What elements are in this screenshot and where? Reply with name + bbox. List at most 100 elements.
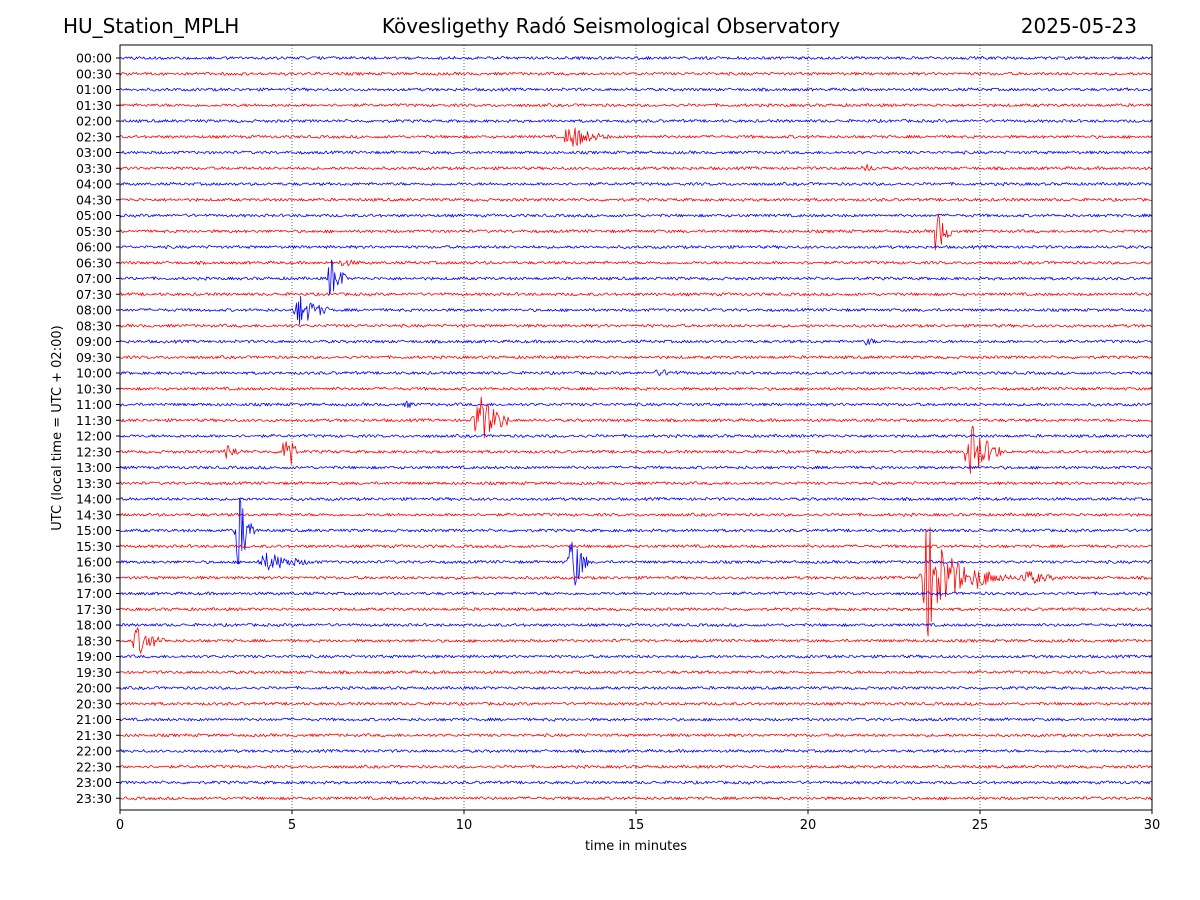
x-axis-label: time in minutes — [585, 839, 687, 854]
x-tick-label: 15 — [628, 818, 645, 833]
y-tick-label: 02:00 — [76, 114, 112, 129]
trace-0300 — [119, 150, 1153, 155]
y-tick-label: 01:00 — [76, 82, 112, 97]
trace-0330 — [119, 163, 1153, 172]
trace-2030 — [119, 701, 1152, 706]
x-tick-label: 0 — [116, 818, 124, 833]
y-tick-label: 22:00 — [76, 744, 112, 759]
trace-1230 — [119, 425, 1153, 474]
y-tick-label: 03:30 — [76, 161, 112, 176]
chart-title: Kövesligethy Radó Seismological Observat… — [381, 14, 841, 38]
y-tick-label: 11:30 — [76, 413, 112, 428]
y-tick-label: 04:00 — [76, 177, 112, 192]
trace-layer — [119, 55, 1153, 801]
y-tick-label: 08:00 — [76, 303, 112, 318]
trace-0430 — [119, 197, 1153, 202]
trace-1930 — [119, 670, 1153, 675]
y-tick-label: 12:30 — [76, 444, 112, 459]
trace-0700 — [120, 259, 1153, 296]
x-tick-label: 5 — [288, 818, 296, 833]
trace-1400 — [119, 497, 1153, 502]
y-tick-label: 19:00 — [76, 649, 112, 664]
y-tick-label: 02:30 — [76, 129, 112, 144]
trace-1600 — [119, 541, 1153, 586]
trace-0000 — [119, 55, 1153, 61]
y-tick-label: 22:30 — [76, 759, 112, 774]
y-tick-label: 15:30 — [76, 539, 112, 554]
y-tick-label: 00:00 — [76, 51, 112, 66]
trace-1000 — [119, 369, 1153, 377]
y-tick-label: 09:30 — [76, 350, 112, 365]
y-tick-label: 09:00 — [76, 334, 112, 349]
trace-2100 — [119, 717, 1153, 722]
x-tick-label: 10 — [456, 818, 473, 833]
y-tick-label: 23:30 — [76, 791, 112, 806]
trace-0630 — [119, 259, 1153, 267]
trace-1830 — [119, 627, 1153, 654]
y-tick-label: 05:00 — [76, 208, 112, 223]
trace-1900 — [119, 654, 1153, 659]
y-tick-label: 13:00 — [76, 460, 112, 475]
trace-0200 — [119, 119, 1153, 123]
y-tick-label: 17:00 — [76, 586, 112, 601]
y-tick-label: 18:30 — [76, 633, 112, 648]
y-tick-label: 15:00 — [76, 523, 112, 538]
y-tick-label: 11:00 — [76, 397, 112, 412]
y-tick-label: 04:30 — [76, 192, 112, 207]
y-tick-label: 17:30 — [76, 602, 112, 617]
trace-1330 — [119, 481, 1153, 486]
y-tick-label: 16:00 — [76, 555, 112, 570]
grid-lines — [291, 45, 981, 810]
y-tick-label: 01:30 — [76, 98, 112, 113]
y-tick-label: 18:00 — [76, 618, 112, 633]
trace-1530 — [119, 544, 1153, 549]
trace-0500 — [119, 213, 1153, 218]
trace-0130 — [119, 103, 1153, 108]
trace-0800 — [120, 295, 1153, 325]
y-tick-label: 14:30 — [76, 507, 112, 522]
trace-0600 — [119, 245, 1153, 250]
axis-layer: 0 5 10 15 20 25 30 00:0000:3001:0001:3002:0002:… — [76, 51, 1160, 834]
trace-0930 — [119, 355, 1153, 360]
trace-2330 — [119, 796, 1153, 801]
trace-0530 — [119, 214, 1153, 251]
y-tick-label: 12:00 — [76, 429, 112, 444]
trace-2300 — [119, 780, 1153, 785]
trace-2200 — [119, 748, 1153, 754]
trace-0730 — [119, 292, 1153, 297]
y-tick-label: 03:00 — [76, 145, 112, 160]
y-tick-label: 00:30 — [76, 66, 112, 81]
x-tick-label: 30 — [1144, 818, 1161, 833]
y-tick-label: 20:00 — [76, 681, 112, 696]
y-tick-label: 05:30 — [76, 224, 112, 239]
trace-1430 — [119, 512, 1153, 517]
trace-1630 — [120, 527, 1153, 637]
trace-0830 — [119, 323, 1153, 328]
trace-0900 — [119, 338, 1153, 346]
y-tick-label: 06:00 — [76, 240, 112, 255]
y-tick-label: 13:30 — [76, 476, 112, 491]
x-tick-label: 20 — [800, 818, 817, 833]
trace-2000 — [119, 685, 1153, 691]
trace-1800 — [119, 623, 1153, 627]
y-tick-label: 06:30 — [76, 255, 112, 270]
trace-1130 — [119, 396, 1153, 439]
date-label: 2025-05-23 — [1020, 14, 1137, 38]
trace-1200 — [119, 433, 1153, 439]
y-tick-label: 20:30 — [76, 696, 112, 711]
trace-1700 — [119, 591, 1153, 596]
x-tick-label: 25 — [972, 818, 989, 833]
trace-0100 — [120, 87, 1153, 92]
trace-1500 — [119, 497, 1153, 565]
y-tick-label: 16:30 — [76, 570, 112, 585]
trace-0400 — [119, 181, 1153, 187]
trace-2230 — [119, 764, 1153, 769]
y-tick-label: 14:00 — [76, 492, 112, 507]
y-tick-label: 08:30 — [76, 318, 112, 333]
y-tick-label: 19:30 — [76, 665, 112, 680]
y-tick-label: 07:30 — [76, 287, 112, 302]
y-axis-label: UTC (local time = UTC + 02:00) — [50, 325, 65, 530]
trace-1300 — [119, 465, 1153, 470]
y-tick-label: 21:00 — [76, 712, 112, 727]
